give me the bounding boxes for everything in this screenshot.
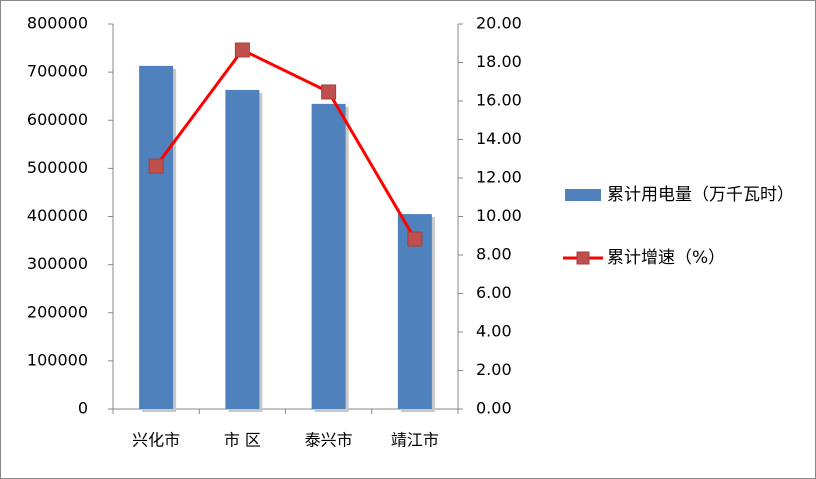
y2-tick-label: 20.00	[476, 14, 522, 33]
y-tick-label: 200000	[27, 302, 88, 321]
y2-tick-label: 2.00	[476, 360, 512, 379]
y2-tick-label: 6.00	[476, 283, 512, 302]
x-tick-label: 市 区	[224, 431, 261, 450]
y2-tick-label: 0.00	[476, 399, 512, 418]
y-tick-label: 700000	[27, 62, 88, 81]
y-tick-label: 300000	[27, 254, 88, 273]
y2-tick-label: 12.00	[476, 168, 522, 187]
y-tick-label: 800000	[27, 14, 88, 33]
x-tick-label: 兴化市	[132, 431, 180, 450]
legend-label: 累计增速（%）	[607, 248, 726, 268]
y-tick-label: 500000	[27, 158, 88, 177]
x-tick-label: 泰兴市	[305, 431, 353, 450]
line-marker	[148, 158, 164, 174]
line-marker	[321, 84, 337, 100]
bar	[225, 89, 260, 410]
y2-tick-label: 4.00	[476, 322, 512, 341]
legend-marker	[576, 251, 590, 265]
y-tick-label: 0	[78, 399, 88, 418]
bar	[397, 214, 432, 409]
line	[154, 48, 417, 240]
y-tick-label: 600000	[27, 110, 88, 129]
bar	[311, 103, 346, 409]
y2-tick-label: 8.00	[476, 245, 512, 264]
line-marker	[234, 42, 250, 58]
x-tick-label: 靖江市	[391, 431, 439, 450]
line-marker	[407, 231, 423, 247]
y-tick-label: 400000	[27, 206, 88, 225]
legend-label: 累计用电量（万千瓦时）	[607, 185, 794, 205]
legend-swatch	[565, 189, 601, 201]
y2-tick-label: 10.00	[476, 206, 522, 225]
y2-tick-label: 18.00	[476, 52, 522, 71]
y2-tick-label: 16.00	[476, 91, 522, 110]
y2-tick-label: 14.00	[476, 129, 522, 148]
bar	[139, 65, 174, 410]
y-tick-label: 100000	[27, 350, 88, 369]
